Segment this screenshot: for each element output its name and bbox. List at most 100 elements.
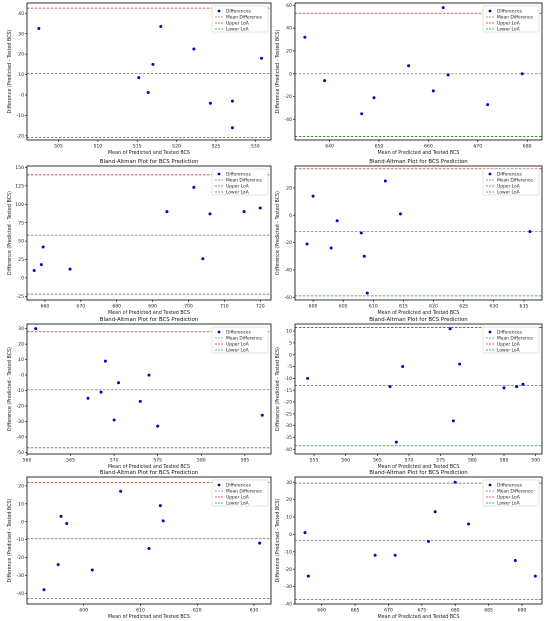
legend-upper-loa: Upper LoA [497, 342, 520, 348]
x-tick-label: 580 [197, 458, 206, 464]
data-point [441, 6, 445, 10]
x-tick-label: 680 [451, 608, 460, 614]
legend-lower-loa: Lower LoA [497, 190, 520, 196]
x-tick-label: 660 [317, 608, 326, 614]
y-tick-label: 0 [289, 532, 292, 538]
data-point [433, 510, 437, 514]
legend-box [482, 5, 540, 33]
x-axis-title: Mean of Predicted and Tested BCS [378, 614, 460, 620]
data-point [112, 418, 116, 422]
x-tick-label: 510 [93, 144, 102, 150]
legend-differences: Differences [226, 330, 252, 336]
data-point [533, 574, 537, 578]
y-tick-label: 20 [286, 497, 292, 503]
y-tick-label: 0 [21, 373, 24, 379]
data-point [427, 539, 431, 543]
data-point [393, 553, 397, 557]
data-point [192, 47, 196, 51]
chart-1: 505 510 515 520 525 530 -20 -10 0 10 20 30 40 Mean of… [7, 2, 272, 156]
data-point [311, 194, 315, 198]
legend-box [482, 479, 540, 507]
data-point [147, 373, 151, 377]
legend-box [211, 326, 269, 354]
chart-title: Bland-Altman Plot for BCS Prediction [100, 470, 198, 476]
y-tick-label: 20 [18, 52, 24, 58]
x-axis-title: Mean of Predicted and Tested BCS [378, 464, 460, 470]
y-tick-label: 150 [15, 165, 24, 171]
y-tick-label: 5 [289, 341, 292, 347]
data-point [431, 89, 435, 93]
y-axis-title: Difference (Predicted - Tested BCS) [275, 191, 281, 275]
x-tick-label: 660 [41, 304, 50, 310]
data-point [158, 504, 162, 508]
data-point [520, 72, 524, 76]
x-tick-label: 560 [341, 458, 350, 464]
data-point [394, 440, 398, 444]
y-tick-label: 20 [18, 342, 24, 348]
y-axis-title: Difference (Predicted - Tested BCS) [7, 191, 13, 275]
x-tick-label: 650 [375, 144, 384, 150]
legend-differences: Differences [226, 483, 252, 489]
x-tick-label: 685 [484, 608, 493, 614]
data-point [521, 382, 525, 386]
x-tick-label: 660 [424, 144, 433, 150]
data-point [513, 559, 517, 563]
data-point [230, 126, 234, 130]
data-point [42, 588, 46, 592]
x-tick-label: 580 [468, 458, 477, 464]
data-point [56, 563, 60, 567]
data-point [156, 424, 160, 428]
legend-lower-loa: Lower LoA [226, 501, 249, 507]
data-point [242, 210, 246, 214]
y-axis-title: Difference (Predicted - Tested BCS) [7, 347, 13, 431]
y-tick-label: 20 [18, 484, 24, 490]
y-tick-label: -35 [284, 435, 292, 441]
y-axis-title: Difference (Predicted - Tested BCS) [7, 498, 13, 582]
y-tick-label: -10 [284, 376, 292, 382]
x-tick-label: 680 [112, 304, 121, 310]
y-tick-label: -10 [284, 549, 292, 555]
y-tick-label: 0 [21, 519, 24, 525]
data-point [208, 212, 212, 216]
y-tick-label: -30 [16, 419, 24, 425]
x-tick-label: 585 [500, 458, 509, 464]
x-tick-label: 630 [489, 304, 498, 310]
legend-mean-difference: Mean Difference [226, 178, 262, 184]
x-tick-label: 565 [66, 458, 75, 464]
y-axis-title: Difference (Predicted - Tested BCS) [7, 29, 13, 113]
legend-differences: Differences [497, 9, 523, 15]
data-point [335, 219, 339, 223]
y-axis-title: Difference (Predicted - Tested BCS) [275, 29, 281, 113]
y-tick-label: 60 [286, 3, 292, 9]
data-point [151, 62, 155, 66]
chart-title: Bland-Altman Plot for BCS Prediction [369, 317, 467, 323]
x-tick-label: 505 [54, 144, 63, 150]
legend-mean-difference: Mean Difference [226, 15, 262, 21]
data-point [159, 25, 163, 29]
legend-mean-difference: Mean Difference [497, 489, 533, 495]
y-tick-label: -20 [284, 240, 292, 246]
legend-marker [488, 330, 492, 334]
chart-title: Bland-Altman Plot for BCS Prediction [100, 317, 198, 323]
plot-frame [26, 2, 272, 141]
y-tick-label: -40 [284, 268, 292, 274]
x-tick-label: 720 [256, 304, 265, 310]
y-tick-label: -60 [284, 295, 292, 301]
data-point [119, 489, 123, 493]
data-point [165, 210, 169, 214]
data-point [59, 514, 63, 518]
data-point [32, 269, 36, 273]
legend-box [482, 326, 540, 354]
y-tick-label: -25 [284, 411, 292, 417]
data-point [323, 79, 327, 83]
chart-title: Bland-Altman Plot for BCS Prediction [369, 159, 467, 165]
x-axis-title: Mean of Predicted and Tested BCS [108, 464, 190, 470]
data-point [117, 381, 120, 385]
data-point [230, 99, 234, 103]
